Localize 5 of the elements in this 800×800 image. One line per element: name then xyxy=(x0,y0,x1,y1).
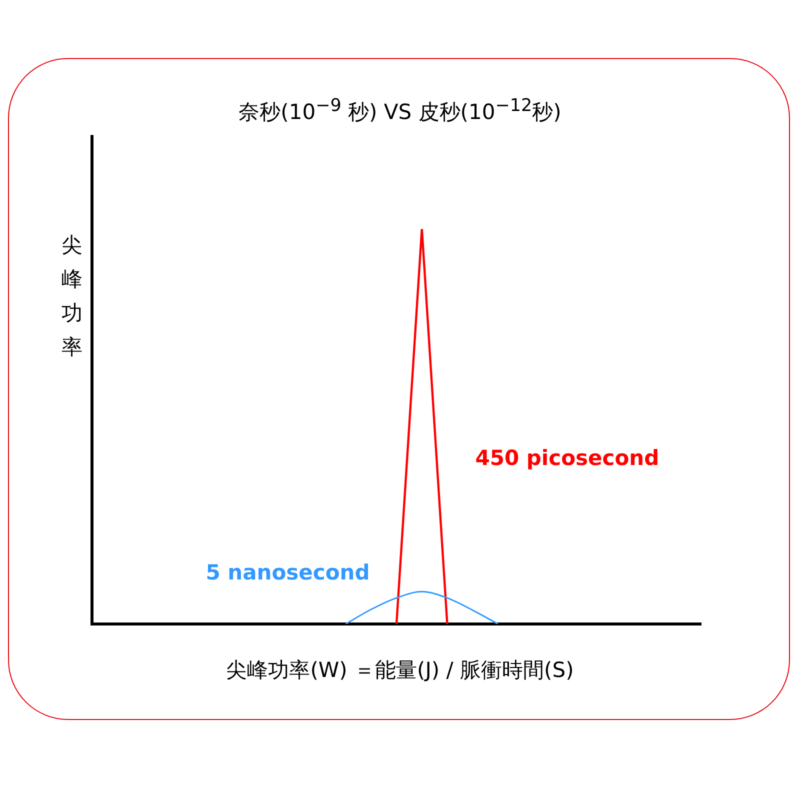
y-axis-title: 尖峰功率 xyxy=(60,232,84,361)
x-axis-title: 尖峰功率(W) ＝能量(J) / 脈衝時間(S) xyxy=(225,657,575,684)
chart-title: 奈秒(10$^{−9}$ 秒) VS 皮秒(10$^{−12}$秒) xyxy=(238,96,562,126)
series-label: 450 picosecond xyxy=(475,446,660,470)
series-label: 5 nanosecond xyxy=(206,560,370,585)
